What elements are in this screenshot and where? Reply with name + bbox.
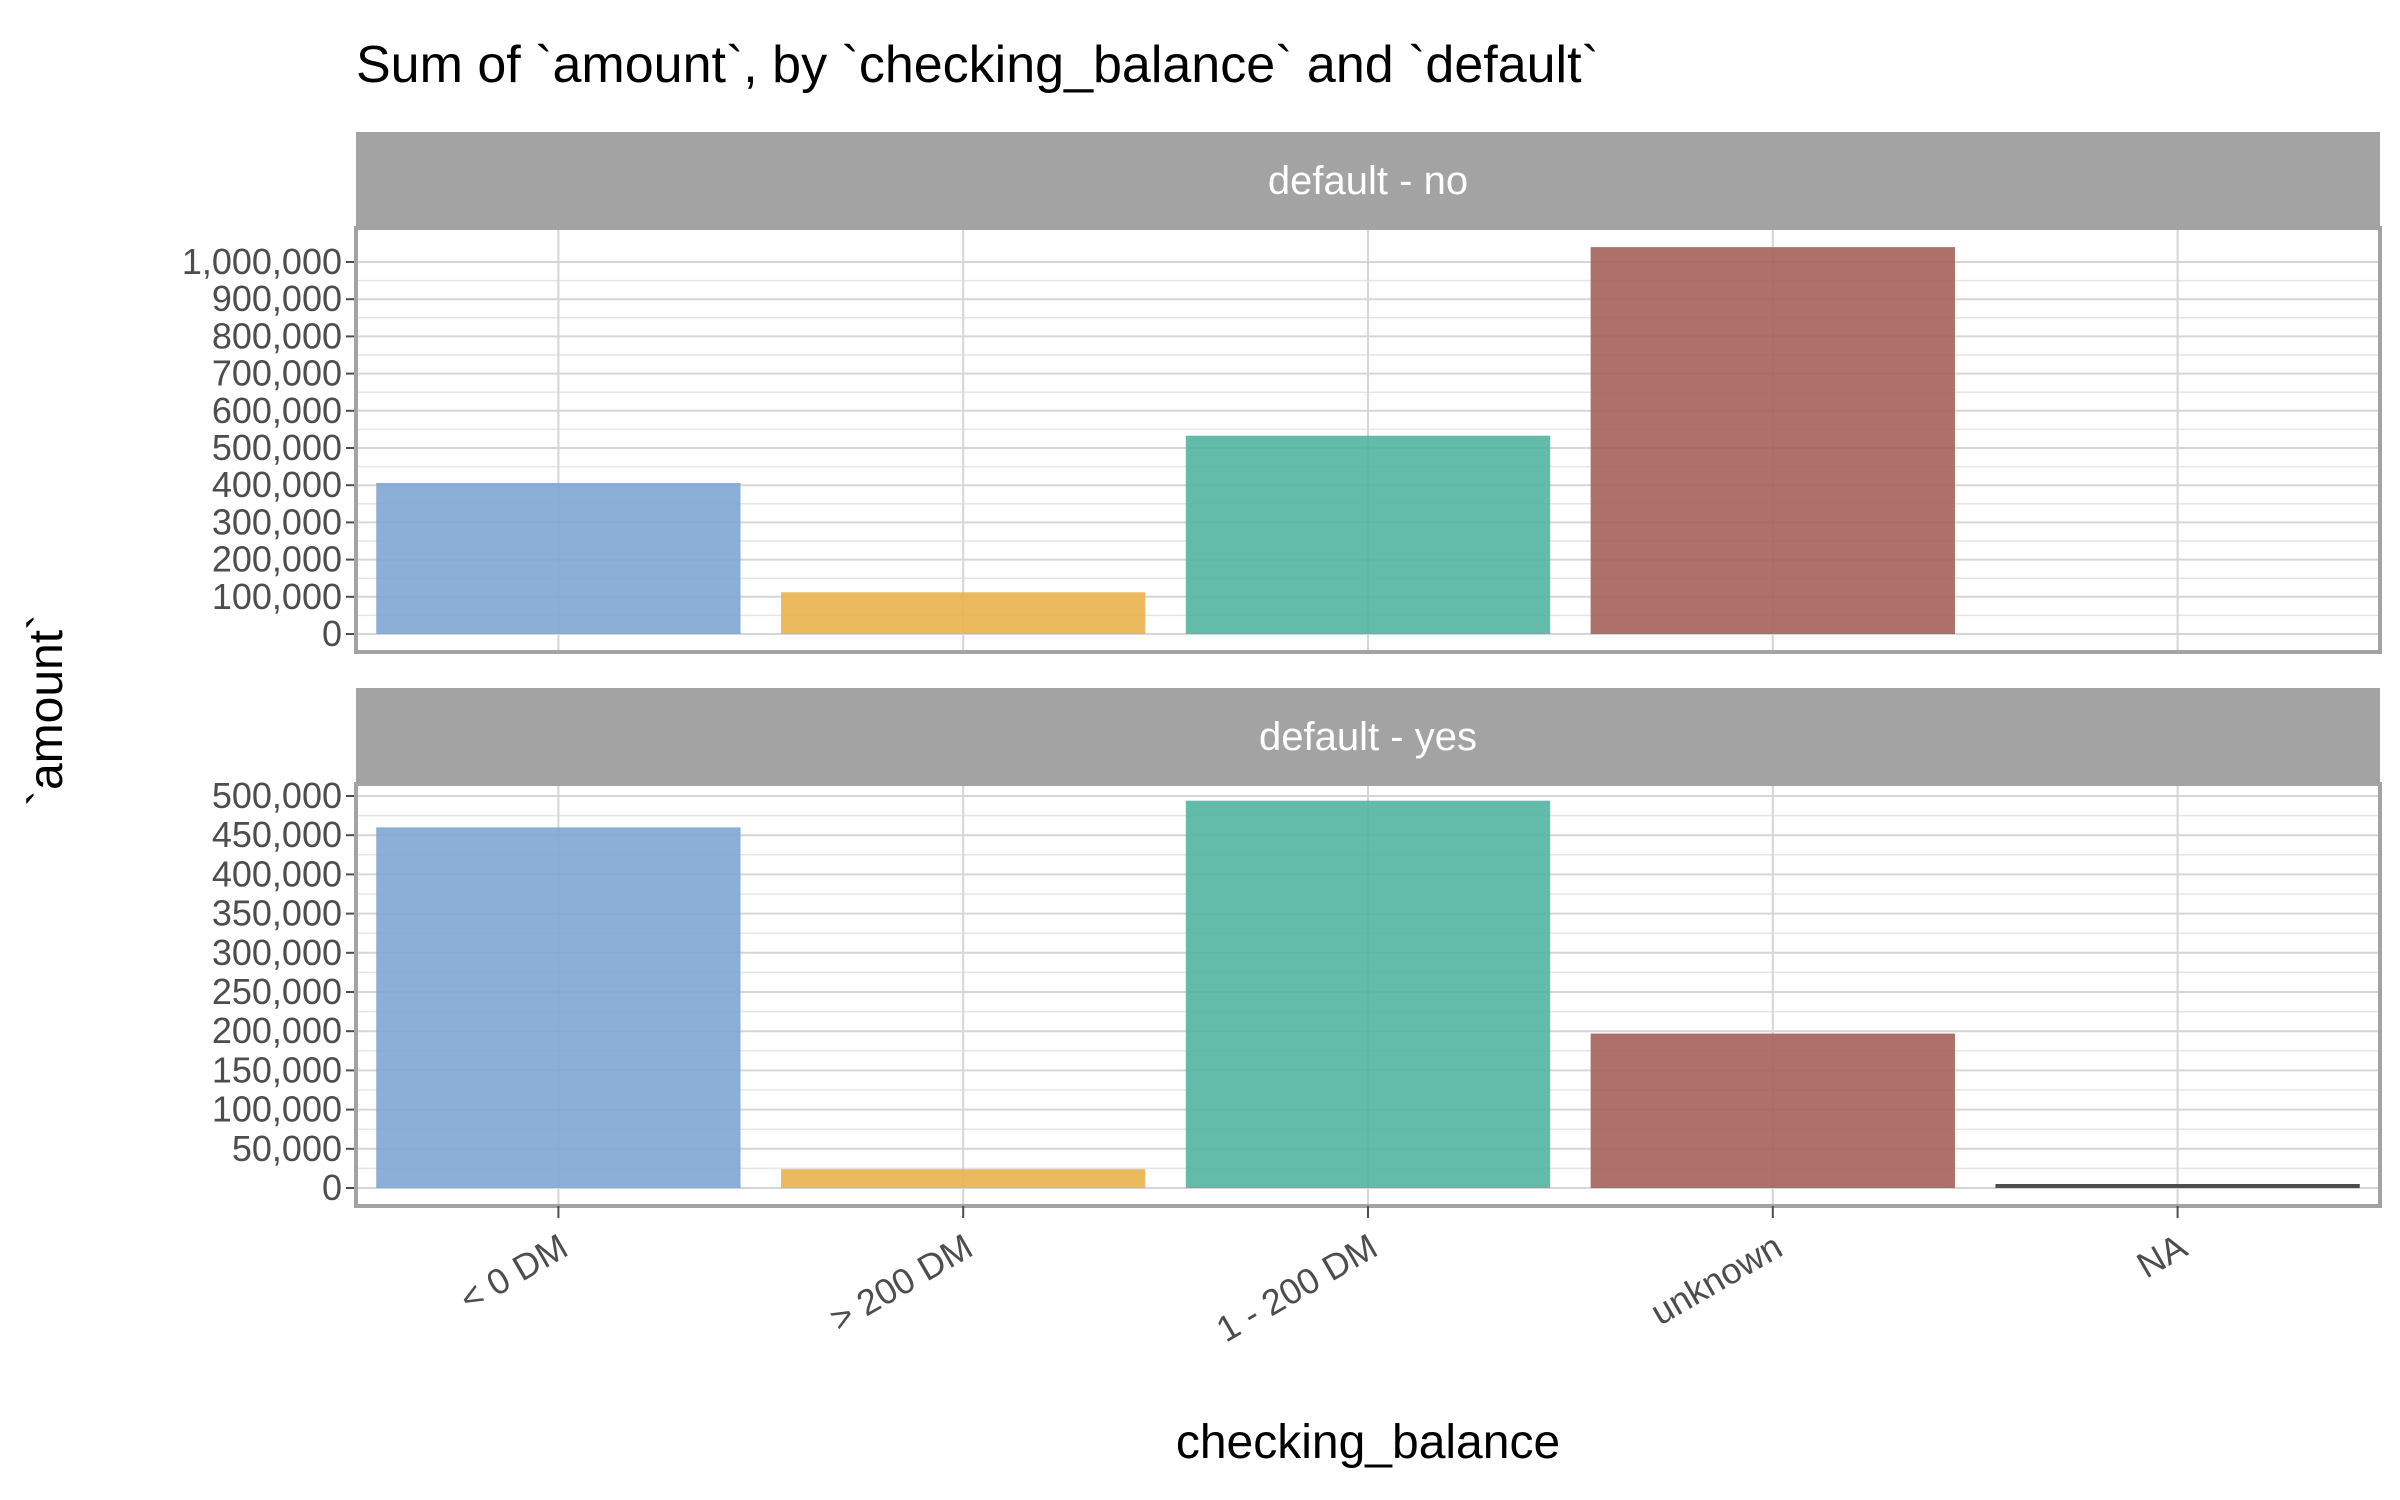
y-tick-label: 150,000 bbox=[212, 1049, 342, 1090]
chart-title: Sum of `amount`, by `checking_balance` a… bbox=[356, 36, 1599, 94]
y-tick-label: 900,000 bbox=[212, 278, 342, 319]
y-tick-label: 450,000 bbox=[212, 814, 342, 855]
bar-1: < 0 DM: 406000 bbox=[376, 482, 741, 634]
panel-border bbox=[354, 226, 2382, 654]
x-tick-label: > 200 DM bbox=[823, 1225, 980, 1339]
y-tick-label: 200,000 bbox=[212, 539, 342, 580]
bar-2: > 200 DM: 24000 bbox=[781, 1169, 1146, 1188]
y-tick-label: 350,000 bbox=[212, 893, 342, 934]
x-tick-label: 1 - 200 DM bbox=[1209, 1225, 1384, 1350]
x-tick-label: unknown bbox=[1643, 1225, 1788, 1333]
y-tick-label: 400,000 bbox=[212, 853, 342, 894]
y-tick-label: 700,000 bbox=[212, 353, 342, 394]
y-tick-label: 0 bbox=[322, 1167, 342, 1208]
bar-4: unknown: 197000 bbox=[1590, 1033, 1955, 1188]
y-tick-label: 500,000 bbox=[212, 427, 342, 468]
bar-1: < 0 DM: 460000 bbox=[376, 827, 741, 1188]
y-tick-label: 0 bbox=[322, 613, 342, 654]
y-tick-label: 250,000 bbox=[212, 971, 342, 1012]
facet-panel: default - yes 050,000100,000150,000200,00… bbox=[212, 688, 2382, 1208]
bar-5: NA: 3000 bbox=[1995, 1184, 2360, 1188]
facet-strip bbox=[356, 688, 2380, 784]
y-axis-title: `amount` bbox=[20, 614, 73, 806]
bar-3: 1 - 200 DM: 494000 bbox=[1185, 800, 1551, 1188]
facet-strip bbox=[356, 132, 2380, 228]
y-tick-label: 200,000 bbox=[212, 1010, 342, 1051]
y-tick-label: 100,000 bbox=[212, 1089, 342, 1130]
y-tick-label: 50,000 bbox=[232, 1128, 342, 1169]
y-tick-label: 500,000 bbox=[212, 775, 342, 816]
facet-strip-label: default - no bbox=[1268, 159, 1468, 203]
bar-4: unknown: 1040000 bbox=[1590, 247, 1955, 634]
bar-2: > 200 DM: 112000 bbox=[781, 592, 1146, 634]
facet-strip-label: default - yes bbox=[1259, 715, 1477, 759]
y-tick-label: 800,000 bbox=[212, 315, 342, 356]
y-tick-label: 100,000 bbox=[212, 576, 342, 617]
y-tick-label: 300,000 bbox=[212, 501, 342, 542]
facet-panels: default - no0100,000200,000300,000400,00… bbox=[182, 132, 2382, 1208]
x-tick-label: NA bbox=[2130, 1225, 2194, 1286]
y-tick-label: 600,000 bbox=[212, 390, 342, 431]
y-tick-label: 300,000 bbox=[212, 932, 342, 973]
x-tick-label: < 0 DM bbox=[453, 1225, 575, 1319]
x-axis-title: checking_balance bbox=[1176, 1416, 1560, 1469]
x-axis-ticks: < 0 DM > 200 DM 1 - 200 DM unknown NA bbox=[453, 1206, 2194, 1350]
facet-panel: default - no 0100,000200,000300,000400,00… bbox=[182, 132, 2382, 654]
bar-3: 1 - 200 DM: 533000 bbox=[1185, 435, 1551, 634]
y-tick-label: 400,000 bbox=[212, 464, 342, 505]
y-tick-label: 1,000,000 bbox=[182, 241, 342, 282]
